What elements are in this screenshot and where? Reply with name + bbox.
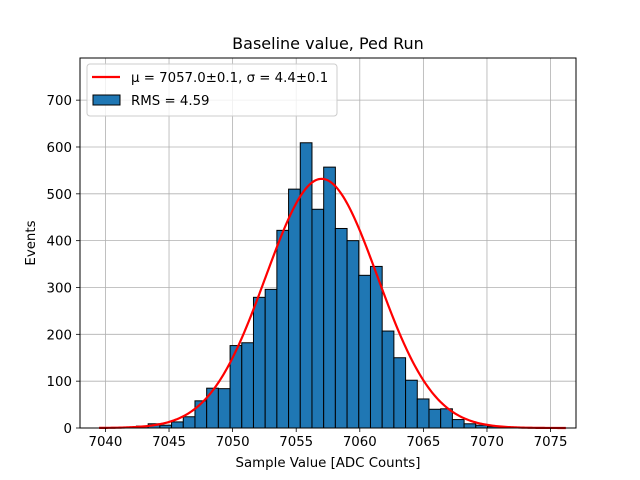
- y-tick-label: 600: [47, 141, 72, 156]
- histogram-bar: [358, 274, 371, 429]
- histogram-bar: [323, 166, 336, 429]
- x-axis-label: Sample Value [ADC Counts]: [236, 456, 421, 471]
- legend-fit-label: μ = 7057.0±0.1, σ = 4.4±0.1: [131, 71, 328, 86]
- x-tick-label: 7075: [534, 435, 568, 450]
- x-tick-label: 7055: [279, 435, 313, 450]
- x-tick-label: 7040: [88, 435, 122, 450]
- y-tick-label: 400: [47, 235, 72, 250]
- histogram-bar: [416, 398, 430, 429]
- histogram-bar: [405, 379, 418, 429]
- y-tick-label: 300: [47, 281, 72, 296]
- y-tick-label: 500: [47, 188, 72, 203]
- histogram-bar: [334, 227, 348, 429]
- x-tick-label: 7060: [343, 435, 377, 450]
- legend-box: [86, 63, 338, 117]
- histogram-bar: [393, 357, 407, 429]
- gaussian-fit: [99, 177, 566, 430]
- histogram-bar: [369, 265, 383, 429]
- histogram-bar: [276, 229, 290, 429]
- x-axis: 7040 7045 7050 7055 7060 7065 7070 7075: [88, 428, 568, 450]
- histogram-bar: [182, 416, 196, 429]
- x-tick-label: 7070: [470, 435, 504, 450]
- histogram-bar: [463, 423, 477, 429]
- histogram-bar: [311, 208, 325, 429]
- x-tick-label: 7050: [216, 435, 250, 450]
- histogram-bar: [217, 388, 231, 429]
- histogram-bar: [381, 330, 395, 429]
- legend-rms-label: RMS = 4.59: [131, 94, 210, 109]
- y-axis-label: Events: [24, 220, 39, 265]
- legend: μ = 7057.0±0.1, σ = 4.4±0.1 RMS = 4.59: [86, 63, 338, 117]
- histogram-bar: [252, 296, 266, 429]
- y-tick-label: 700: [47, 94, 72, 109]
- histogram-bar: [451, 419, 465, 429]
- plot-frame: [79, 57, 577, 429]
- histogram-bar: [241, 342, 254, 429]
- histogram-bar: [428, 408, 442, 429]
- y-axis: 0 100 200 300 400 500 600 700: [47, 94, 80, 437]
- x-tick-label: 7045: [152, 435, 186, 450]
- histogram-bar: [288, 188, 301, 429]
- y-tick-label: 200: [47, 328, 72, 343]
- histogram-bar: [264, 288, 278, 429]
- chart-title: Baseline value, Ped Run: [232, 34, 424, 53]
- histogram-bars: [112, 142, 535, 429]
- x-tick-label: 7065: [406, 435, 440, 450]
- y-tick-label: 0: [64, 422, 72, 437]
- histogram-bar: [346, 240, 360, 429]
- histogram-bar: [171, 421, 184, 429]
- fit-curve: [99, 177, 566, 430]
- legend-rms-swatch: [92, 94, 121, 106]
- histogram-bar: [299, 142, 313, 429]
- y-tick-label: 100: [47, 375, 72, 390]
